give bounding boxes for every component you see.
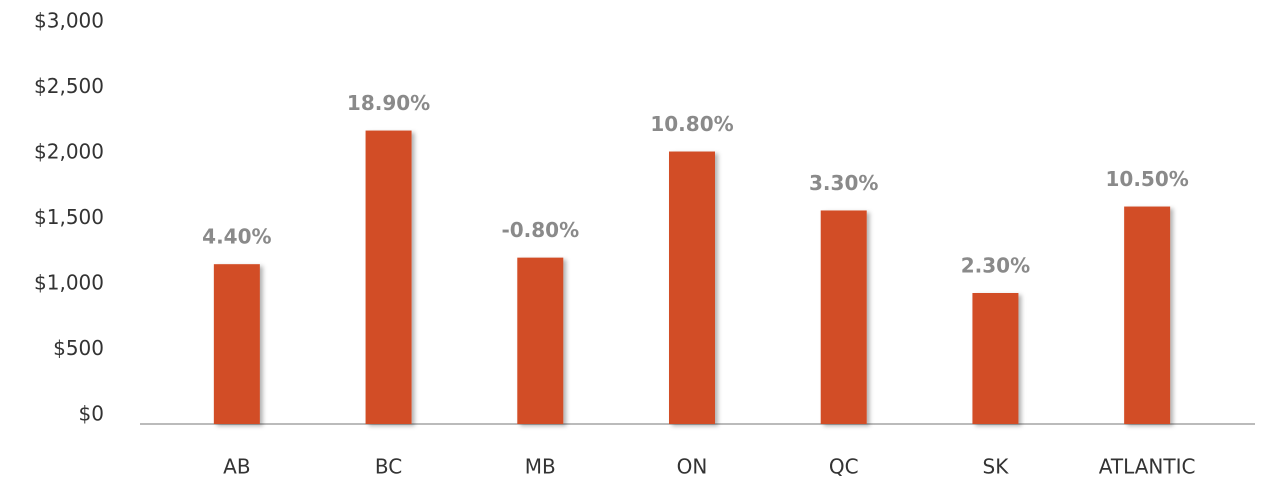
annotation: 3.30%: [809, 171, 878, 195]
bar: [517, 257, 564, 424]
x-tick-label: AB: [223, 455, 250, 479]
annotation: 10.80%: [650, 112, 733, 136]
annotation: 10.50%: [1105, 167, 1188, 191]
x-tick-label: ON: [677, 455, 708, 479]
annotation: 2.30%: [961, 254, 1030, 278]
bar: [972, 293, 1019, 424]
x-tick-label: ATLANTIC: [1099, 455, 1196, 479]
bar: [820, 210, 867, 424]
annotation: 4.40%: [202, 225, 271, 249]
x-tick-label: QC: [829, 455, 859, 479]
y-tick-label: $1,500: [34, 205, 104, 229]
bar: [213, 264, 260, 424]
x-tick-label: MB: [525, 455, 556, 479]
x-tick-label: SK: [983, 455, 1010, 479]
y-tick-label: $2,000: [34, 140, 104, 164]
annotation: 18.90%: [347, 91, 430, 115]
bar: [365, 130, 412, 424]
bar: [1124, 206, 1171, 424]
y-tick-label: $3,000: [34, 9, 104, 33]
y-tick-label: $1,000: [34, 271, 104, 295]
x-tick-label: BC: [375, 455, 402, 479]
y-tick-label: $0: [79, 402, 104, 426]
annotation: -0.80%: [501, 218, 579, 242]
y-tick-label: $500: [53, 336, 104, 360]
y-tick-label: $2,500: [34, 74, 104, 98]
bar: [669, 151, 715, 424]
